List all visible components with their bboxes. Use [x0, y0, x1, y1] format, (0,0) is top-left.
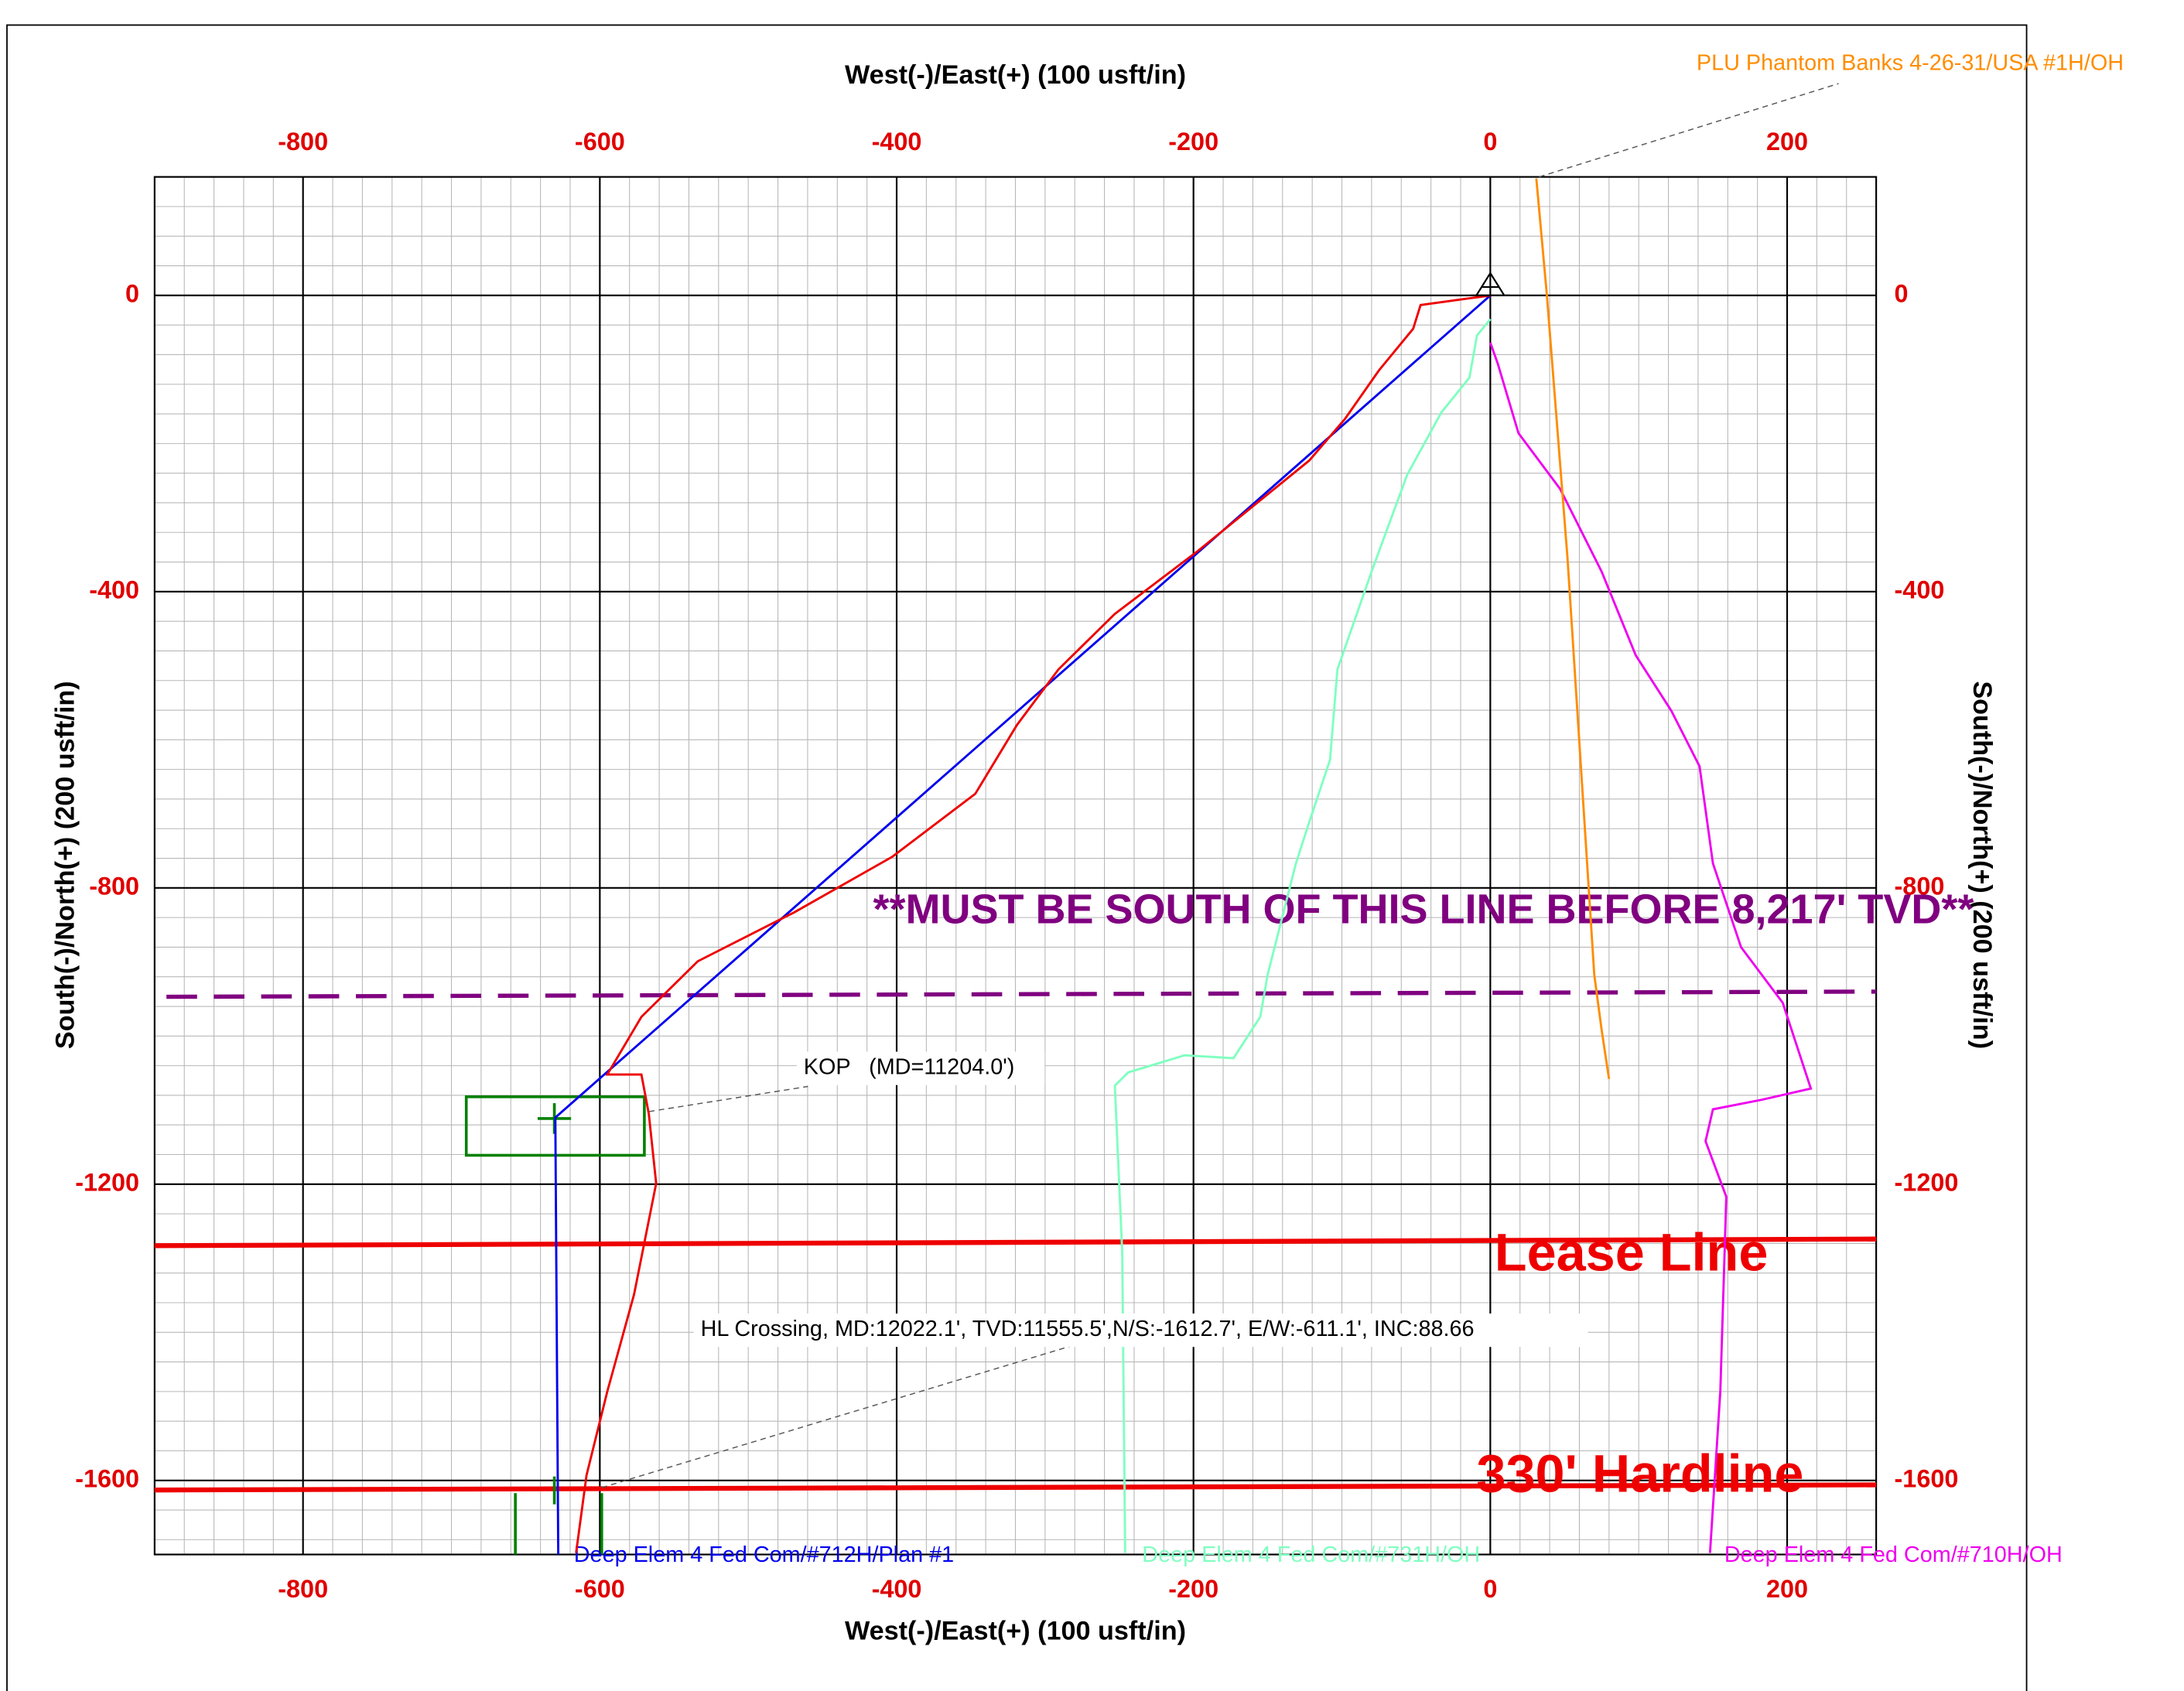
- y-tick-label-right: -1600: [1895, 1464, 1959, 1492]
- y-tick-label-right: 0: [1895, 279, 1909, 307]
- x-tick-label-top: -800: [278, 128, 328, 155]
- legend-label: Deep Elem 4 Fed Com/#710H/OH: [1724, 1542, 2063, 1567]
- x-tick-label-top: -600: [575, 128, 625, 155]
- well-path: [1489, 342, 1813, 1553]
- limit-line: [166, 989, 1877, 999]
- boundary-line: [154, 1236, 1877, 1249]
- well-path: [1535, 178, 1611, 1080]
- x-axis-label: West(-)/East(+) (100 usft/in): [845, 1616, 1186, 1645]
- legend-label: Deep Elem 4 Fed Com/#731H/OH: [1142, 1542, 1480, 1567]
- boundary-label: Lease Line: [1495, 1223, 1769, 1282]
- x-tick-label-top: 0: [1483, 128, 1497, 155]
- leader: [1539, 83, 1839, 178]
- leader: [601, 1344, 1073, 1488]
- y-tick-label-right: -800: [1895, 872, 1945, 900]
- x-tick-label: -600: [575, 1575, 625, 1603]
- plot-border: [153, 176, 1878, 1556]
- annotation-bg: [796, 1051, 1045, 1085]
- y-tick-label-right: -1200: [1895, 1168, 1959, 1196]
- leader: [648, 1085, 808, 1112]
- actual-path: [575, 294, 1491, 1553]
- y-tick-label: -1200: [75, 1168, 139, 1196]
- well-path: [1113, 318, 1492, 1553]
- y-tick-label-right: -400: [1895, 576, 1945, 603]
- y-tick-label: -800: [89, 872, 139, 900]
- x-tick-label: 0: [1483, 1575, 1497, 1603]
- x-tick-label: -400: [872, 1575, 922, 1603]
- x-tick-label-top: -400: [872, 128, 922, 155]
- y-tick-label: 0: [125, 279, 139, 307]
- y-axis-label: South(-)/North(+) (200 usft/in): [50, 681, 80, 1049]
- x-tick-label-top: 200: [1766, 128, 1808, 155]
- x-tick-label-top: -200: [1168, 128, 1218, 155]
- legend-label: PLU Phantom Banks 4-26-31/USA #1H/OH: [1697, 50, 2124, 75]
- x-tick-label: -200: [1168, 1575, 1218, 1603]
- annotation: KOP (MD=11204.0'): [804, 1055, 1015, 1080]
- x-tick-label: 200: [1766, 1575, 1808, 1603]
- frame: [6, 24, 2028, 1691]
- well-path: [554, 294, 1492, 1555]
- y-tick-label: -1600: [75, 1464, 139, 1492]
- rig-symbol: [1471, 272, 1510, 296]
- x-axis-label-top: West(-)/East(+) (100 usft/in): [845, 60, 1186, 90]
- x-tick-label: -800: [278, 1575, 328, 1603]
- annotation-bg: [693, 1314, 1588, 1348]
- legend-label: Deep Elem 4 Fed Com/#712H/Plan #1: [574, 1542, 954, 1567]
- annotation: HL Crossing, MD:12022.1', TVD:11555.5',N…: [701, 1317, 1475, 1341]
- boundary-label: 330' Hardline: [1476, 1445, 1803, 1504]
- boundary-line: [154, 1482, 1877, 1493]
- limit-label: **MUST BE SOUTH OF THIS LINE BEFORE 8,21…: [873, 886, 1974, 933]
- y-tick-label: -400: [89, 576, 139, 603]
- y-axis-label-right: South(-)/North(+) (200 usft/in): [1967, 681, 1997, 1049]
